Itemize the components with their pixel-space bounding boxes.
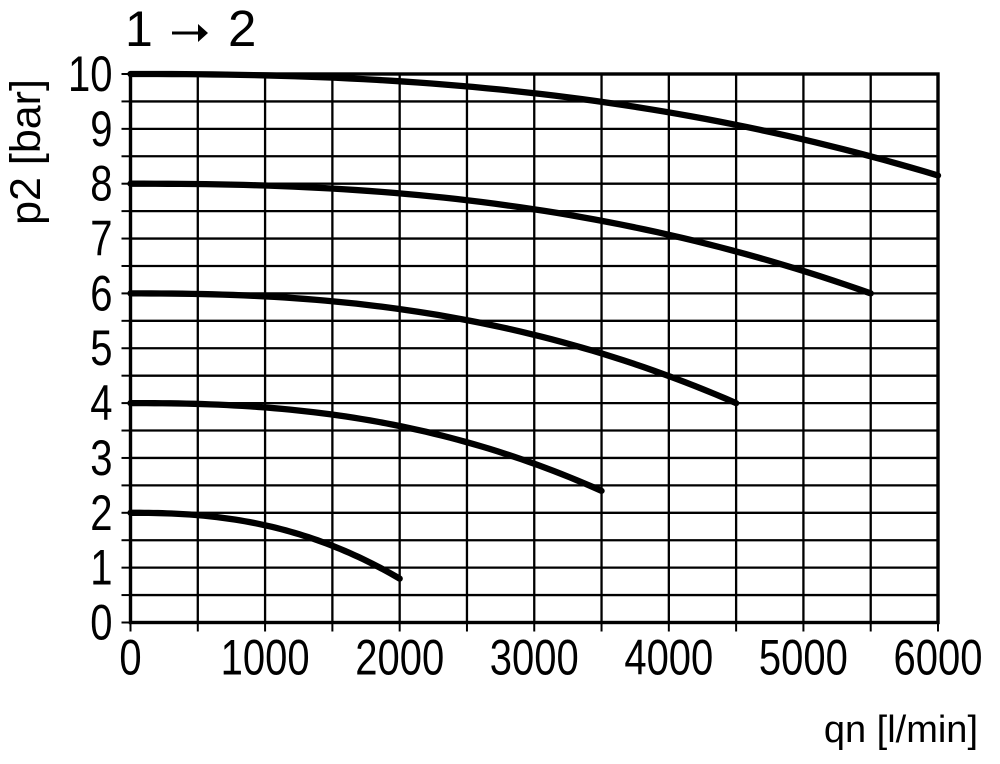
svg-text:4: 4 (90, 375, 112, 431)
svg-text:7: 7 (90, 210, 112, 266)
svg-text:3: 3 (90, 430, 112, 486)
svg-text:9: 9 (90, 101, 112, 157)
svg-text:6000: 6000 (894, 629, 983, 685)
svg-text:0: 0 (90, 594, 112, 650)
svg-text:8: 8 (90, 155, 112, 211)
svg-text:0: 0 (119, 629, 141, 685)
svg-text:2000: 2000 (355, 629, 444, 685)
svg-text:p2 [bar]: p2 [bar] (2, 79, 50, 225)
svg-text:5000: 5000 (759, 629, 848, 685)
svg-text:3000: 3000 (490, 629, 579, 685)
svg-text:1000: 1000 (221, 629, 310, 685)
svg-text:1: 1 (125, 1, 153, 57)
svg-text:6: 6 (90, 265, 112, 321)
svg-text:2: 2 (228, 0, 256, 57)
svg-text:4000: 4000 (624, 629, 713, 685)
svg-text:qn [l/min]: qn [l/min] (824, 709, 978, 751)
svg-text:5: 5 (90, 320, 112, 376)
svg-text:10: 10 (68, 46, 112, 102)
svg-text:1: 1 (90, 539, 112, 595)
svg-text:2: 2 (90, 485, 112, 541)
